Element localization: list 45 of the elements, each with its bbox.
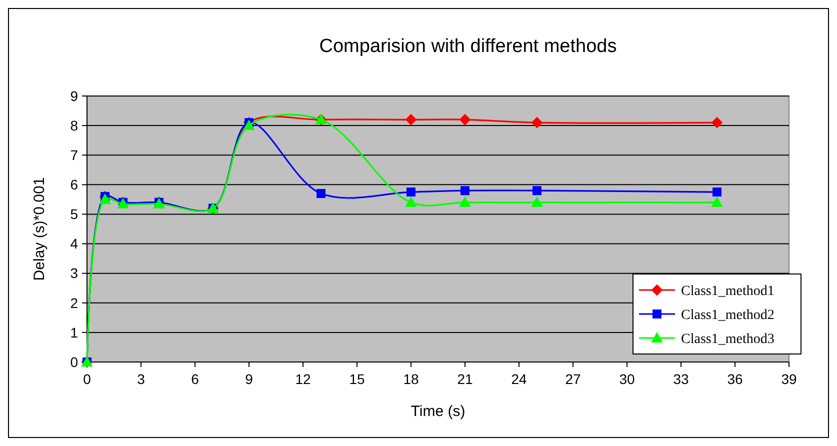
y-tick-label: 6 (70, 176, 78, 193)
x-tick-label: 33 (673, 371, 689, 387)
y-tick-label: 7 (70, 147, 78, 164)
point (712, 117, 722, 128)
point (712, 196, 722, 207)
y-tick-label: 9 (70, 88, 78, 104)
x-tick-label: 30 (619, 371, 635, 387)
legend-label: Class1_method1 (681, 284, 774, 299)
legend-label: Class1_method3 (681, 332, 774, 347)
point (460, 196, 470, 207)
x-tick-label: 24 (511, 371, 527, 387)
x-tick-label: 6 (191, 371, 200, 387)
y-tick-label: 8 (70, 117, 78, 134)
x-tick-label: 27 (565, 371, 581, 387)
y-tick-label: 3 (70, 265, 78, 282)
x-tick-label: 12 (295, 371, 311, 387)
x-tick-label: 21 (457, 371, 473, 387)
x-tick-label: 0 (83, 371, 92, 387)
point (460, 114, 470, 126)
chart-title: Comparision with different methods (319, 36, 617, 57)
point (532, 186, 542, 196)
point (100, 194, 110, 204)
x-axis-title: Time (s) (410, 403, 466, 420)
y-tick-label: 2 (70, 294, 78, 311)
y-tick-label: 4 (70, 236, 78, 252)
y-axis-title: Delay (s)*0.001 (31, 177, 48, 281)
point (406, 114, 416, 126)
x-tick-label: 15 (349, 371, 365, 387)
y-tick-label: 1 (70, 324, 78, 340)
point (406, 188, 416, 197)
point (406, 196, 416, 207)
y-tick-label: 0 (70, 354, 78, 370)
x-tick-label: 36 (727, 371, 743, 387)
point (712, 188, 722, 197)
x-tick-label: 9 (245, 371, 254, 387)
legend-label: Class1_method2 (681, 308, 774, 323)
point (532, 196, 542, 207)
y-tick-label: 5 (70, 206, 78, 222)
point (460, 186, 470, 196)
x-tick-label: 3 (137, 371, 146, 387)
point (244, 120, 254, 130)
point (316, 189, 326, 198)
point (532, 117, 542, 128)
x-tick-label: 39 (781, 371, 797, 387)
x-tick-label: 18 (403, 371, 419, 387)
